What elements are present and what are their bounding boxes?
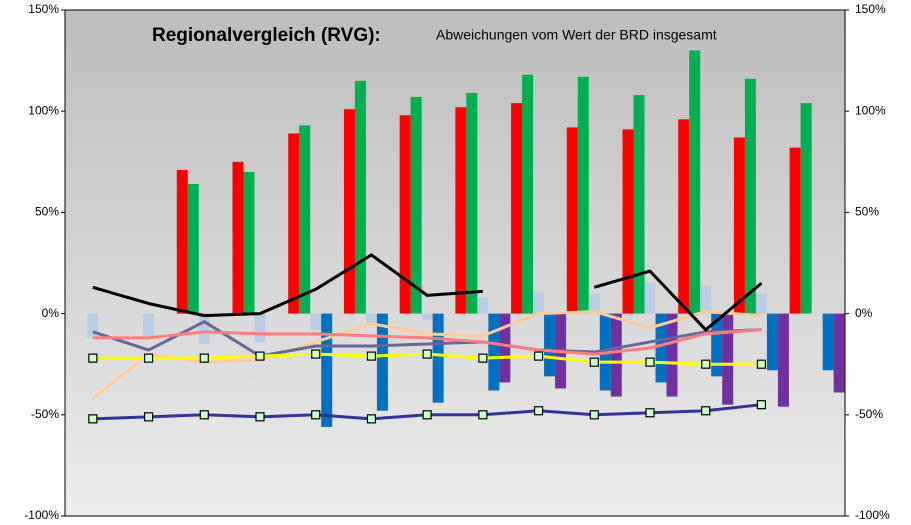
bar xyxy=(343,109,355,314)
y2-tick-label: 150% xyxy=(855,2,886,16)
line-marker xyxy=(645,357,655,367)
bar xyxy=(833,313,845,393)
bar xyxy=(522,74,534,314)
line-marker xyxy=(366,351,377,361)
bar xyxy=(533,291,545,314)
line-marker xyxy=(589,410,599,420)
line-marker xyxy=(88,414,98,424)
y-tick-label: 150% xyxy=(28,2,59,16)
chart-title: Regionalvergleich (RVG): xyxy=(152,25,381,46)
bar xyxy=(622,129,634,314)
line-marker xyxy=(311,410,321,420)
bar xyxy=(432,313,444,403)
bar xyxy=(689,50,701,314)
line-marker xyxy=(478,410,488,420)
bar xyxy=(744,78,756,314)
line-marker xyxy=(199,353,209,363)
bar xyxy=(376,313,388,411)
line-marker xyxy=(756,359,767,369)
line-marker xyxy=(756,400,767,410)
bar xyxy=(544,313,556,377)
chart-subtitle: Abweichungen vom Wert der BRD insgesamt xyxy=(436,27,717,43)
bar xyxy=(666,313,678,397)
bar xyxy=(365,313,377,324)
line xyxy=(593,269,763,332)
bar xyxy=(566,127,578,314)
y-tick-label: 100% xyxy=(28,103,59,117)
bar xyxy=(610,313,622,397)
y2-tick-label: 50% xyxy=(855,205,879,219)
line xyxy=(92,320,762,358)
line-marker xyxy=(645,408,655,418)
bar xyxy=(588,293,600,314)
line-marker xyxy=(311,349,321,359)
bar xyxy=(466,92,478,314)
line-marker xyxy=(589,357,599,367)
y-tick-label: 50% xyxy=(35,205,59,219)
line-marker xyxy=(143,412,154,422)
y2-tick-label: 100% xyxy=(855,103,886,117)
bar xyxy=(288,133,300,314)
bar xyxy=(711,313,723,377)
bar xyxy=(232,161,244,314)
bar xyxy=(410,97,422,314)
bar xyxy=(678,119,690,314)
bar xyxy=(477,297,489,314)
bar xyxy=(499,313,511,383)
bar xyxy=(299,125,311,314)
bar xyxy=(399,115,411,314)
bar xyxy=(700,285,712,314)
y-tick-label: -100% xyxy=(24,508,59,520)
bar xyxy=(488,313,500,391)
bar xyxy=(655,313,667,383)
bar xyxy=(766,313,778,371)
line xyxy=(92,253,483,318)
y2-tick-label: -100% xyxy=(855,508,890,520)
bar xyxy=(800,103,812,314)
line xyxy=(92,328,762,356)
line-marker xyxy=(255,412,265,422)
line-marker xyxy=(478,353,488,363)
bar xyxy=(176,169,188,314)
bar xyxy=(87,313,99,338)
bar xyxy=(143,313,155,338)
line-marker xyxy=(255,351,265,361)
y2-tick-label: -50% xyxy=(855,407,883,421)
bar xyxy=(198,313,210,344)
bar xyxy=(321,313,333,427)
bar xyxy=(755,293,767,314)
line-marker xyxy=(88,353,98,363)
line-marker xyxy=(143,353,154,363)
line-marker xyxy=(422,349,432,359)
line-marker xyxy=(701,406,711,416)
bar xyxy=(644,283,656,314)
bar xyxy=(187,184,199,314)
bar xyxy=(633,95,645,314)
line-marker xyxy=(701,359,711,369)
bar xyxy=(577,76,589,314)
bar xyxy=(733,137,745,314)
line-marker xyxy=(199,410,209,420)
bar xyxy=(822,313,834,371)
bar xyxy=(777,313,789,407)
bar xyxy=(354,80,366,314)
bar xyxy=(421,313,433,320)
y-tick-label: -50% xyxy=(31,407,59,421)
y-tick-label: 0% xyxy=(42,306,60,320)
bar xyxy=(455,107,467,314)
bar xyxy=(254,313,266,342)
bar xyxy=(310,313,322,330)
bar xyxy=(511,103,523,314)
bar xyxy=(243,171,255,314)
y2-tick-label: 0% xyxy=(855,306,873,320)
line-marker xyxy=(533,351,544,361)
bar xyxy=(789,147,801,314)
bar xyxy=(722,313,734,405)
line-marker xyxy=(533,406,544,416)
line-marker xyxy=(366,414,377,424)
line-marker xyxy=(422,410,432,420)
